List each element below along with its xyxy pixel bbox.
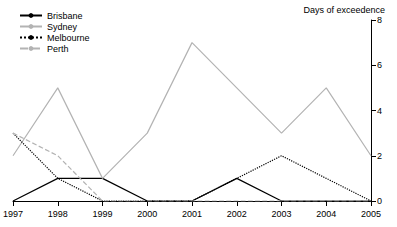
svg-text:Brisbane: Brisbane [47,11,83,21]
svg-text:2002: 2002 [227,209,247,219]
svg-text:Melbourne: Melbourne [47,33,90,43]
svg-text:Days of exceedence: Days of exceedence [303,5,385,15]
svg-text:Perth: Perth [47,44,69,54]
svg-text:6: 6 [377,60,382,70]
svg-text:2005: 2005 [361,209,381,219]
svg-text:8: 8 [377,15,382,25]
svg-text:Sydney: Sydney [47,22,78,32]
svg-text:1998: 1998 [48,209,68,219]
svg-text:1997: 1997 [3,209,23,219]
svg-text:1999: 1999 [92,209,112,219]
svg-text:4: 4 [377,106,382,116]
svg-text:2001: 2001 [182,209,202,219]
svg-text:2000: 2000 [137,209,157,219]
svg-text:0: 0 [377,196,382,206]
svg-text:2: 2 [377,151,382,161]
svg-text:2004: 2004 [316,209,336,219]
svg-text:2003: 2003 [271,209,291,219]
